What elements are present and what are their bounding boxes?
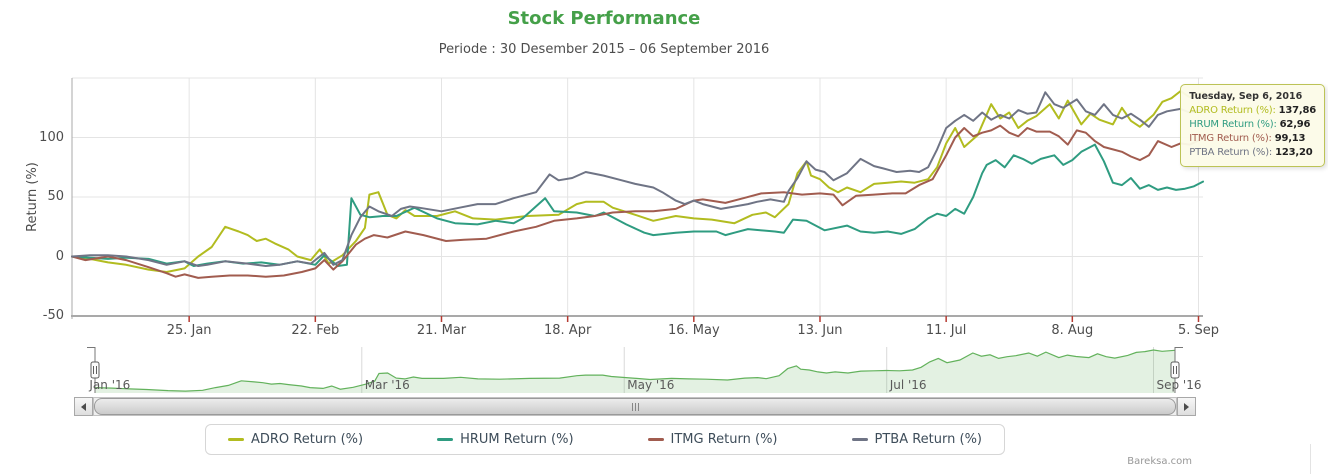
page-divider-line bbox=[1310, 444, 1311, 474]
chart-title: Stock Performance bbox=[507, 8, 701, 29]
x-axis-label: 8. Aug bbox=[1051, 323, 1094, 338]
tooltip-row-label: ADRO Return (%): bbox=[1189, 105, 1279, 116]
tooltip-row-value: 62,96 bbox=[1279, 119, 1311, 130]
x-axis-label: 13. Jun bbox=[797, 323, 843, 338]
scrollbar-right-arrow-icon bbox=[1184, 402, 1189, 411]
tooltip-row: HRUM Return (%): 62,96 bbox=[1189, 118, 1316, 132]
legend-marker-icon bbox=[647, 438, 664, 441]
scrollbar[interactable] bbox=[74, 397, 1196, 416]
legend-marker-icon bbox=[437, 438, 454, 441]
legend-item-hrum[interactable]: HRUM Return (%) bbox=[437, 432, 574, 447]
x-axis-label: 11. Jul bbox=[925, 323, 967, 338]
tooltip-row-value: 123,20 bbox=[1275, 147, 1313, 158]
scrollbar-right-button[interactable] bbox=[1177, 397, 1196, 416]
navigator-month-label: Sep '16 bbox=[1156, 378, 1202, 392]
series-line-adro bbox=[71, 90, 1204, 273]
x-axis-label: 25. Jan bbox=[166, 323, 212, 338]
legend-marker-icon bbox=[851, 438, 868, 441]
scrollbar-thumb[interactable] bbox=[94, 398, 1176, 415]
legend-item-ptba[interactable]: PTBA Return (%) bbox=[851, 432, 983, 447]
y-axis-label: 50 bbox=[47, 189, 64, 204]
scrollbar-left-arrow-icon bbox=[81, 402, 86, 411]
navigator-area[interactable] bbox=[95, 350, 1175, 393]
tooltip-row: ADRO Return (%): 137,86 bbox=[1189, 104, 1316, 118]
legend-item-label: PTBA Return (%) bbox=[874, 432, 983, 447]
x-axis-label: 21. Mar bbox=[416, 323, 467, 338]
tooltip-row-label: PTBA Return (%): bbox=[1189, 147, 1276, 158]
legend-item-label: ADRO Return (%) bbox=[251, 432, 364, 447]
legend-item-itmg[interactable]: ITMG Return (%) bbox=[647, 432, 778, 447]
legend: ADRO Return (%) HRUM Return (%) ITMG Retur… bbox=[205, 424, 1005, 455]
navigator-line bbox=[94, 349, 1176, 392]
legend-item-adro[interactable]: ADRO Return (%) bbox=[228, 432, 363, 447]
navigator-month-label: Mar '16 bbox=[364, 378, 410, 392]
series-line-hrum bbox=[71, 143, 1204, 267]
scrollbar-grip-icon bbox=[634, 402, 636, 411]
plot-area[interactable] bbox=[72, 78, 1203, 316]
navigator-month-label: Jan '16 bbox=[89, 378, 131, 392]
tooltip-row: ITMG Return (%): 99,13 bbox=[1189, 132, 1316, 146]
tooltip-row-value: 137,86 bbox=[1278, 105, 1317, 116]
chart-subtitle: Periode : 30 Desember 2015 – 06 Septembe… bbox=[438, 42, 770, 57]
tooltip-row-label: HRUM Return (%): bbox=[1189, 119, 1280, 130]
tooltip-header: Tuesday, Sep 6, 2016 bbox=[1189, 91, 1303, 102]
credits-link[interactable]: Bareksa.com bbox=[1127, 456, 1192, 467]
tooltip-rows: ADRO Return (%): 137,86 HRUM Return (%): … bbox=[1189, 104, 1316, 160]
y-axis-label: 0 bbox=[55, 248, 64, 264]
series-line-ptba bbox=[71, 91, 1204, 267]
scrollbar-track[interactable] bbox=[93, 397, 1177, 416]
y-axis-label: -50 bbox=[42, 308, 64, 323]
x-axis-label: 22. Feb bbox=[291, 323, 340, 338]
tooltip-row-value: 99,13 bbox=[1274, 133, 1306, 144]
x-axis-label: 16. May bbox=[667, 323, 720, 338]
tooltip-row-label: ITMG Return (%): bbox=[1189, 133, 1275, 144]
tooltip: Tuesday, Sep 6, 2016 ADRO Return (%): 13… bbox=[1180, 84, 1325, 167]
tooltip-row: PTBA Return (%): 123,20 bbox=[1189, 146, 1316, 160]
x-axis-label: 5. Sep bbox=[1177, 323, 1219, 338]
scrollbar-left-button[interactable] bbox=[74, 397, 93, 416]
legend-item-label: ITMG Return (%) bbox=[670, 432, 778, 447]
navigator-right-handle[interactable] bbox=[1170, 361, 1180, 379]
series-line-itmg bbox=[71, 124, 1204, 279]
x-axis-label: 18. Apr bbox=[544, 323, 592, 338]
navigator-month-label: May '16 bbox=[627, 378, 675, 392]
legend-item-label: HRUM Return (%) bbox=[460, 432, 574, 447]
navigator-month-label: Jul '16 bbox=[889, 378, 927, 392]
navigator-left-handle[interactable] bbox=[90, 361, 100, 379]
y-axis-label: 100 bbox=[39, 129, 64, 145]
legend-marker-icon bbox=[228, 438, 244, 441]
